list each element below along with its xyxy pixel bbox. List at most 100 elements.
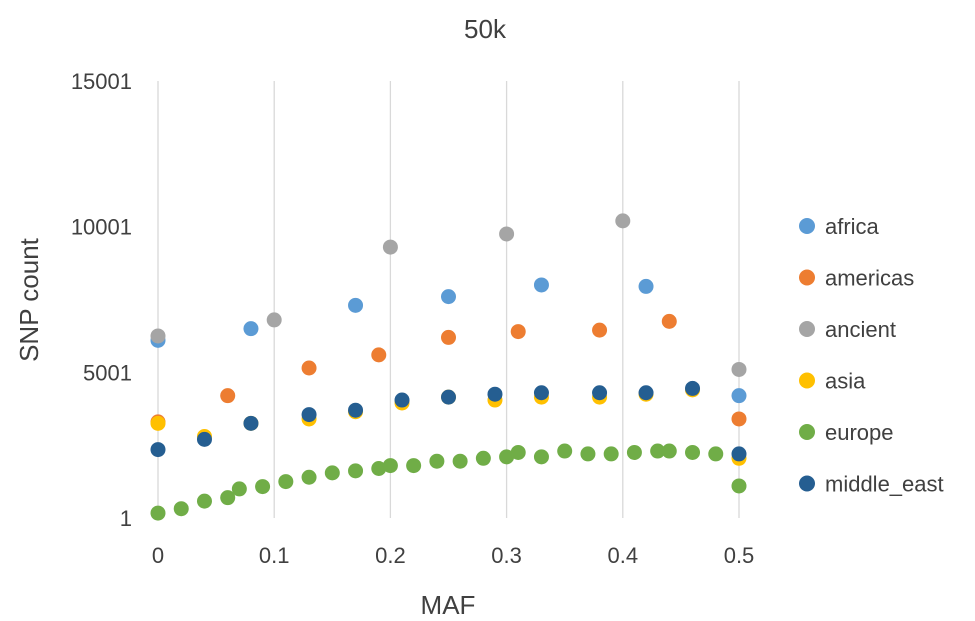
data-point-middle_east xyxy=(301,407,317,423)
legend-label: asia xyxy=(825,369,866,394)
legend-item-middle_east: middle_east xyxy=(799,472,944,497)
legend-marker xyxy=(799,424,815,440)
y-tick-label: 15001 xyxy=(71,69,132,94)
x-tick-label: 0.2 xyxy=(375,543,406,568)
x-tick-label: 0.4 xyxy=(608,543,639,568)
data-point-europe xyxy=(220,490,236,506)
data-point-europe xyxy=(626,444,642,460)
data-point-europe xyxy=(371,461,387,477)
data-point-europe xyxy=(231,481,247,497)
data-point-middle_east xyxy=(196,431,212,447)
data-point-europe xyxy=(731,478,747,494)
data-point-americas xyxy=(510,324,526,340)
legend-item-americas: americas xyxy=(799,266,914,291)
data-point-americas xyxy=(731,411,747,427)
data-point-europe xyxy=(324,465,340,481)
y-tick-label: 10001 xyxy=(71,215,132,240)
data-point-middle_east xyxy=(533,385,549,401)
data-point-middle_east xyxy=(685,380,701,396)
data-point-americas xyxy=(441,329,456,345)
series-africa xyxy=(150,277,747,404)
data-point-middle_east xyxy=(348,402,364,418)
x-tick-label: 0.5 xyxy=(724,543,755,568)
x-tick-label: 0.3 xyxy=(491,543,522,568)
series-middle_east xyxy=(150,380,747,462)
data-point-ancient xyxy=(382,239,398,255)
data-point-africa xyxy=(533,277,549,293)
legend-marker xyxy=(799,321,815,337)
data-point-europe xyxy=(382,458,398,474)
data-point-americas xyxy=(301,360,317,376)
data-point-europe xyxy=(406,458,422,474)
y-tick-label: 1 xyxy=(120,506,132,531)
series-americas xyxy=(150,313,747,430)
legend-marker xyxy=(799,372,815,389)
data-point-europe xyxy=(196,493,212,509)
x-tick-label: 0.1 xyxy=(259,543,290,568)
x-axis-title: MAF xyxy=(421,590,476,620)
data-point-europe xyxy=(150,505,166,521)
data-point-europe xyxy=(255,479,271,495)
x-axis-ticks: 0 0.1 0.2 0.3 0.4 0.5 xyxy=(152,543,754,568)
legend-item-ancient: ancient xyxy=(799,317,896,342)
data-point-middle_east xyxy=(243,415,259,431)
data-point-middle_east xyxy=(150,442,166,458)
data-point-europe xyxy=(475,450,491,466)
data-point-ancient xyxy=(499,226,515,242)
data-point-europe xyxy=(580,446,596,462)
data-point-europe xyxy=(301,469,317,485)
data-point-middle_east xyxy=(441,389,456,405)
data-point-africa xyxy=(348,297,364,313)
data-point-europe xyxy=(685,444,701,460)
legend-item-europe: europe xyxy=(799,420,894,445)
data-point-europe xyxy=(429,453,445,469)
data-point-europe xyxy=(533,449,549,465)
series-europe xyxy=(150,443,747,521)
data-point-europe xyxy=(278,474,294,490)
legend-marker xyxy=(799,475,815,492)
data-point-europe xyxy=(708,446,724,462)
data-point-africa xyxy=(243,321,259,337)
legend-label: americas xyxy=(825,266,914,291)
data-point-europe xyxy=(510,444,526,460)
data-point-asia xyxy=(150,415,166,431)
legend-label: africa xyxy=(825,214,880,239)
data-point-americas xyxy=(661,313,677,329)
data-point-americas xyxy=(371,347,387,363)
data-point-europe xyxy=(452,453,468,469)
data-point-europe xyxy=(650,443,666,459)
data-point-middle_east xyxy=(487,386,503,402)
x-tick-label: 0 xyxy=(152,543,164,568)
data-points xyxy=(150,213,747,521)
y-tick-label: 5001 xyxy=(83,360,132,385)
chart-title: 50k xyxy=(464,14,507,44)
data-point-europe xyxy=(603,446,619,462)
data-point-middle_east xyxy=(394,392,410,408)
legend-item-asia: asia xyxy=(799,369,866,394)
series-ancient xyxy=(150,213,747,377)
legend: africa americas ancient asia europe middle_ea… xyxy=(799,214,944,497)
data-point-africa xyxy=(731,388,747,404)
data-point-ancient xyxy=(266,312,282,328)
y-axis-title: SNP count xyxy=(14,237,44,362)
data-point-middle_east xyxy=(731,446,747,462)
data-point-ancient xyxy=(615,213,631,229)
data-point-africa xyxy=(441,289,456,305)
legend-item-africa: africa xyxy=(799,214,880,239)
data-point-africa xyxy=(638,278,654,294)
data-point-ancient xyxy=(731,361,747,377)
data-point-europe xyxy=(173,501,189,517)
data-point-europe xyxy=(661,443,677,459)
legend-label: middle_east xyxy=(825,472,944,497)
data-point-middle_east xyxy=(592,385,608,401)
data-point-ancient xyxy=(150,328,166,344)
data-point-europe xyxy=(348,463,364,479)
data-point-europe xyxy=(499,449,515,465)
legend-label: europe xyxy=(825,420,894,445)
data-point-americas xyxy=(592,322,608,338)
legend-label: ancient xyxy=(825,317,896,342)
data-point-middle_east xyxy=(638,385,654,401)
data-point-americas xyxy=(220,388,236,404)
